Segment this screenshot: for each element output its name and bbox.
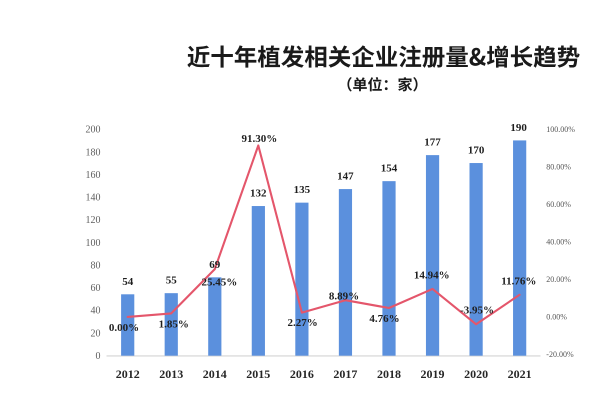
svg-text:11.76%: 11.76% [501,276,536,288]
svg-text:60.00%: 60.00% [546,200,571,209]
svg-text:2013: 2013 [159,367,183,381]
svg-text:0.00%: 0.00% [109,322,139,334]
svg-text:1.85%: 1.85% [159,319,189,331]
svg-text:20.00%: 20.00% [546,275,571,284]
svg-text:190: 190 [510,122,527,134]
svg-text:2.27%: 2.27% [287,317,317,329]
svg-text:2021: 2021 [508,367,532,381]
svg-text:154: 154 [381,163,398,175]
svg-text:100.00%: 100.00% [546,125,575,134]
svg-text:140: 140 [86,193,101,204]
svg-text:177: 177 [424,137,441,149]
svg-text:4.76%: 4.76% [369,313,399,325]
svg-text:20: 20 [91,328,101,339]
svg-text:80: 80 [91,261,101,272]
svg-text:2012: 2012 [116,367,140,381]
svg-text:120: 120 [86,215,101,226]
svg-text:14.94%: 14.94% [414,270,450,282]
svg-text:200: 200 [86,125,101,136]
svg-text:91.30%: 91.30% [242,133,278,145]
svg-text:2015: 2015 [246,367,270,381]
svg-text:40.00%: 40.00% [546,238,571,247]
svg-text:100: 100 [86,238,101,249]
svg-text:2018: 2018 [377,367,401,381]
svg-text:2014: 2014 [203,367,227,381]
svg-text:132: 132 [250,188,267,200]
svg-text:55: 55 [166,275,178,287]
svg-text:-20.00%: -20.00% [546,350,574,359]
svg-text:0: 0 [96,351,101,362]
svg-text:147: 147 [337,171,354,183]
svg-text:54: 54 [122,276,134,288]
svg-text:8.89%: 8.89% [329,291,359,303]
svg-text:0.00%: 0.00% [546,313,567,322]
svg-text:2020: 2020 [464,367,488,381]
svg-text:135: 135 [294,184,311,196]
svg-text:40: 40 [91,306,101,317]
svg-text:25.45%: 25.45% [202,277,238,289]
svg-text:60: 60 [91,283,101,294]
svg-text:180: 180 [86,147,101,158]
svg-text:170: 170 [468,145,485,157]
svg-text:2016: 2016 [290,367,314,381]
svg-text:2019: 2019 [421,367,445,381]
svg-text:2017: 2017 [333,367,357,381]
svg-text:69: 69 [209,259,221,271]
svg-text:80.00%: 80.00% [546,162,571,171]
svg-text:160: 160 [86,170,101,181]
svg-text:-3.95%: -3.95% [460,304,494,316]
